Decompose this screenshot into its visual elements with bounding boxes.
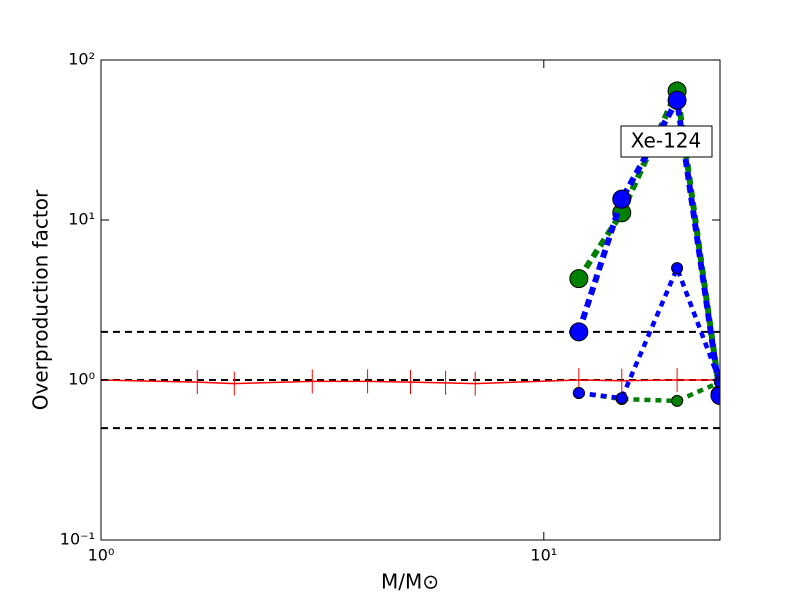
marker	[569, 322, 589, 342]
y-tick-label: 10⁰	[68, 370, 95, 389]
marker	[615, 392, 628, 405]
annotation: Xe-124	[631, 129, 702, 153]
marker	[667, 90, 687, 110]
y-tick-label: 10⁻¹	[60, 530, 95, 549]
x-tick-label: 10⁰	[88, 546, 115, 565]
series-line	[101, 379, 720, 385]
x-tick-label: 10¹	[530, 546, 557, 565]
marker	[671, 394, 684, 407]
y-tick-label: 10¹	[68, 210, 95, 229]
y-axis-label: Overproduction factor	[29, 189, 53, 410]
series-line	[578, 262, 720, 401]
marker	[612, 189, 632, 209]
marker	[569, 269, 589, 289]
marker	[710, 386, 720, 406]
marker	[671, 262, 684, 275]
plot-frame	[100, 59, 721, 541]
series-line	[578, 380, 720, 404]
marker	[572, 386, 585, 399]
marker	[714, 376, 720, 389]
y-tick-label: 10²	[68, 50, 95, 69]
x-axis-label: M/M⊙	[381, 570, 439, 594]
annotation-box	[620, 125, 713, 158]
